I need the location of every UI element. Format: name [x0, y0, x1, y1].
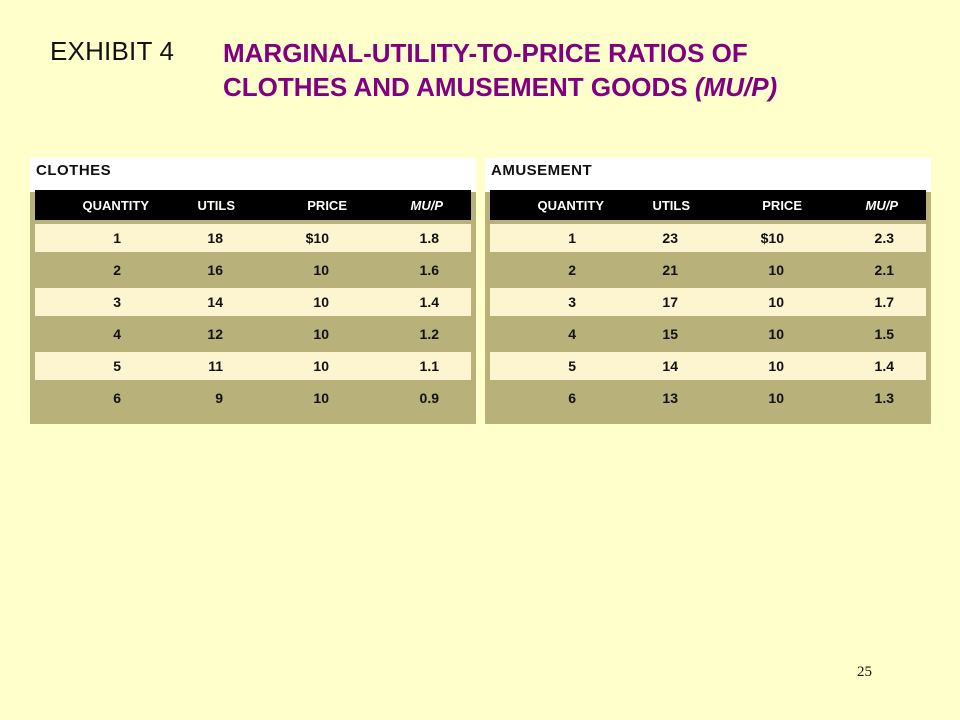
table-row: 1 23 $10 2.3	[490, 224, 926, 252]
cell-quantity: 1	[568, 230, 576, 246]
cell-price: $10	[305, 230, 329, 246]
cell-price: 10	[768, 390, 784, 406]
column-header-price: PRICE	[307, 197, 347, 213]
page-number: 25	[857, 664, 872, 680]
title-line-1: MARGINAL-UTILITY-TO-PRICE RATIOS OF	[223, 38, 748, 68]
title-line-2-wrap: CLOTHES AND AMUSEMENT GOODS (MU/P)	[223, 70, 777, 104]
cell-quantity: 4	[113, 326, 121, 342]
cell-mu-p: 1.4	[419, 294, 439, 310]
cell-utils: 13	[662, 390, 678, 406]
cell-quantity: 1	[113, 230, 121, 246]
cell-mu-p: 0.9	[419, 390, 439, 406]
amusement-table-label: AMUSEMENT	[485, 158, 931, 192]
table-row: 5 14 10 1.4	[490, 352, 926, 380]
cell-quantity: 5	[568, 358, 576, 374]
cell-mu-p: 1.5	[874, 326, 894, 342]
cell-mu-p: 1.4	[874, 358, 894, 374]
cell-price: $10	[760, 230, 784, 246]
table-row: 3 17 10 1.7	[490, 288, 926, 316]
page-title: MARGINAL-UTILITY-TO-PRICE RATIOS OF CLOT…	[223, 36, 777, 104]
cell-quantity: 6	[113, 390, 121, 406]
clothes-header-row: QUANTITY UTILS PRICE MU/P	[35, 190, 471, 220]
cell-utils: 23	[662, 230, 678, 246]
cell-price: 10	[313, 294, 329, 310]
cell-quantity: 3	[568, 294, 576, 310]
column-header-quantity: QUANTITY	[82, 197, 149, 213]
cell-mu-p: 1.2	[419, 326, 439, 342]
cell-utils: 11	[208, 358, 223, 374]
title-suffix: (MU/P)	[694, 72, 778, 102]
table-row: 6 13 10 1.3	[490, 382, 926, 414]
table-row: 1 18 $10 1.8	[35, 224, 471, 252]
cell-quantity: 4	[568, 326, 576, 342]
clothes-table: CLOTHES QUANTITY UTILS PRICE MU/P 1 18 $…	[30, 158, 476, 424]
cell-mu-p: 1.6	[419, 262, 439, 278]
cell-mu-p: 1.8	[419, 230, 439, 246]
cell-price: 10	[313, 358, 329, 374]
cell-price: 10	[768, 326, 784, 342]
table-row: 4 12 10 1.2	[35, 318, 471, 350]
column-header-quantity: QUANTITY	[537, 197, 604, 213]
exhibit-label: EXHIBIT 4	[50, 36, 175, 66]
cell-utils: 14	[207, 294, 223, 310]
cell-quantity: 6	[568, 390, 576, 406]
cell-quantity: 5	[113, 358, 121, 374]
cell-price: 10	[313, 262, 329, 278]
cell-utils: 18	[207, 230, 223, 246]
cell-utils: 17	[662, 294, 678, 310]
amusement-table-body: QUANTITY UTILS PRICE MU/P 1 23 $10 2.3 2…	[485, 190, 931, 424]
cell-utils: 16	[207, 262, 223, 278]
cell-mu-p: 2.1	[874, 262, 894, 278]
cell-quantity: 3	[113, 294, 121, 310]
cell-quantity: 2	[113, 262, 121, 278]
cell-utils: 15	[662, 326, 678, 342]
cell-price: 10	[768, 294, 784, 310]
cell-utils: 12	[207, 326, 223, 342]
cell-utils: 14	[662, 358, 678, 374]
table-row: 2 16 10 1.6	[35, 254, 471, 286]
table-row: 5 11 10 1.1	[35, 352, 471, 380]
cell-quantity: 2	[568, 262, 576, 278]
cell-price: 10	[313, 390, 329, 406]
clothes-table-label: CLOTHES	[30, 158, 476, 192]
column-header-utils: UTILS	[652, 197, 690, 213]
cell-price: 10	[768, 358, 784, 374]
cell-mu-p: 1.1	[419, 358, 439, 374]
amusement-table: AMUSEMENT QUANTITY UTILS PRICE MU/P 1 23…	[485, 158, 931, 424]
table-row: 2 21 10 2.1	[490, 254, 926, 286]
cell-utils: 21	[662, 262, 678, 278]
amusement-header-row: QUANTITY UTILS PRICE MU/P	[490, 190, 926, 220]
title-line-2: CLOTHES AND AMUSEMENT GOODS	[223, 72, 688, 102]
cell-price: 10	[768, 262, 784, 278]
cell-mu-p: 1.7	[874, 294, 894, 310]
column-header-utils: UTILS	[197, 197, 235, 213]
cell-mu-p: 2.3	[874, 230, 894, 246]
table-row: 6 9 10 0.9	[35, 382, 471, 414]
clothes-table-body: QUANTITY UTILS PRICE MU/P 1 18 $10 1.8 2…	[30, 190, 476, 424]
cell-price: 10	[313, 326, 329, 342]
column-header-mu-p: MU/P	[410, 197, 444, 213]
cell-utils: 9	[215, 390, 223, 406]
column-header-mu-p: MU/P	[865, 197, 899, 213]
table-row: 3 14 10 1.4	[35, 288, 471, 316]
table-row: 4 15 10 1.5	[490, 318, 926, 350]
cell-mu-p: 1.3	[874, 390, 894, 406]
column-header-price: PRICE	[762, 197, 802, 213]
